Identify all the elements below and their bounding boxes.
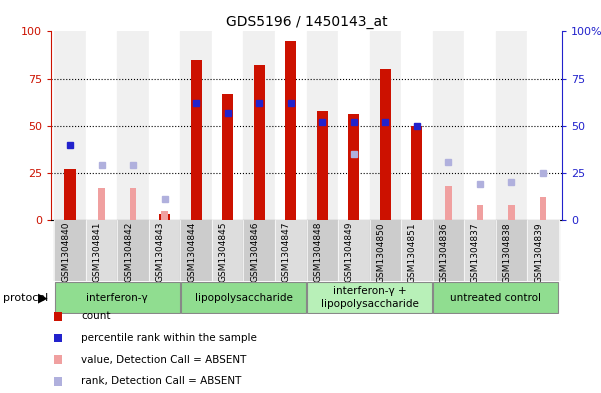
Bar	[149, 220, 180, 281]
Bar	[411, 126, 423, 220]
Bar	[433, 220, 464, 281]
Text: value, Detection Call = ABSENT: value, Detection Call = ABSENT	[81, 354, 246, 365]
Bar	[254, 65, 264, 220]
Bar	[370, 220, 401, 281]
FancyBboxPatch shape	[55, 282, 180, 313]
Bar	[149, 31, 180, 220]
Bar	[212, 31, 243, 220]
Bar	[540, 197, 546, 220]
Text: GSM1304846: GSM1304846	[250, 222, 259, 283]
Text: GSM1304838: GSM1304838	[502, 222, 511, 283]
Text: GSM1304840: GSM1304840	[61, 222, 70, 283]
Bar	[64, 169, 76, 220]
Text: GSM1304851: GSM1304851	[408, 222, 417, 283]
Bar	[212, 220, 243, 281]
Text: GSM1304841: GSM1304841	[93, 222, 102, 283]
Bar	[180, 220, 212, 281]
Bar	[117, 220, 149, 281]
Bar	[243, 31, 275, 220]
Bar	[307, 220, 338, 281]
Text: lipopolysaccharide: lipopolysaccharide	[195, 293, 292, 303]
Bar	[338, 220, 370, 281]
Bar	[370, 31, 401, 220]
Bar	[445, 186, 452, 220]
Bar	[159, 215, 170, 220]
Text: GSM1304849: GSM1304849	[345, 222, 354, 283]
Text: GSM1304839: GSM1304839	[534, 222, 543, 283]
Bar	[496, 31, 527, 220]
Bar	[477, 205, 483, 220]
Text: GSM1304845: GSM1304845	[219, 222, 228, 283]
Bar	[464, 220, 496, 281]
FancyBboxPatch shape	[433, 282, 558, 313]
Text: GSM1304848: GSM1304848	[313, 222, 322, 283]
Text: GSM1304843: GSM1304843	[156, 222, 165, 283]
Bar	[161, 211, 168, 220]
Bar	[180, 31, 212, 220]
FancyBboxPatch shape	[181, 282, 306, 313]
Bar	[54, 31, 86, 220]
Bar	[54, 220, 86, 281]
Text: interferon-γ +
lipopolysaccharide: interferon-γ + lipopolysaccharide	[321, 286, 418, 309]
Text: GSM1304847: GSM1304847	[282, 222, 291, 283]
Text: rank, Detection Call = ABSENT: rank, Detection Call = ABSENT	[81, 376, 242, 386]
Bar	[527, 31, 559, 220]
Bar	[86, 31, 117, 220]
Text: percentile rank within the sample: percentile rank within the sample	[81, 333, 257, 343]
Bar	[98, 188, 105, 220]
Text: interferon-γ: interferon-γ	[87, 293, 148, 303]
Bar	[275, 220, 307, 281]
Bar	[317, 111, 328, 220]
Bar	[275, 31, 307, 220]
Text: count: count	[81, 311, 111, 321]
Text: GSM1304836: GSM1304836	[439, 222, 448, 283]
Text: ▶: ▶	[38, 291, 47, 304]
FancyBboxPatch shape	[307, 282, 432, 313]
Title: GDS5196 / 1450143_at: GDS5196 / 1450143_at	[226, 15, 387, 29]
Bar	[401, 220, 433, 281]
Bar	[433, 31, 464, 220]
Bar	[496, 220, 527, 281]
Bar	[86, 220, 117, 281]
Bar	[243, 220, 275, 281]
Bar	[285, 41, 296, 220]
Text: GSM1304842: GSM1304842	[124, 222, 133, 282]
Bar	[401, 31, 433, 220]
Bar	[117, 31, 149, 220]
Bar	[307, 31, 338, 220]
Bar	[130, 188, 136, 220]
Text: GSM1304850: GSM1304850	[376, 222, 385, 283]
Text: protocol: protocol	[3, 293, 48, 303]
Text: untreated control: untreated control	[450, 293, 542, 303]
Bar	[464, 31, 496, 220]
Bar	[380, 69, 391, 220]
Bar	[222, 94, 233, 220]
Bar	[338, 31, 370, 220]
Text: GSM1304837: GSM1304837	[471, 222, 480, 283]
Bar	[508, 205, 515, 220]
Bar	[191, 60, 202, 220]
Bar	[349, 114, 359, 220]
Bar	[527, 220, 559, 281]
Text: GSM1304844: GSM1304844	[187, 222, 196, 282]
